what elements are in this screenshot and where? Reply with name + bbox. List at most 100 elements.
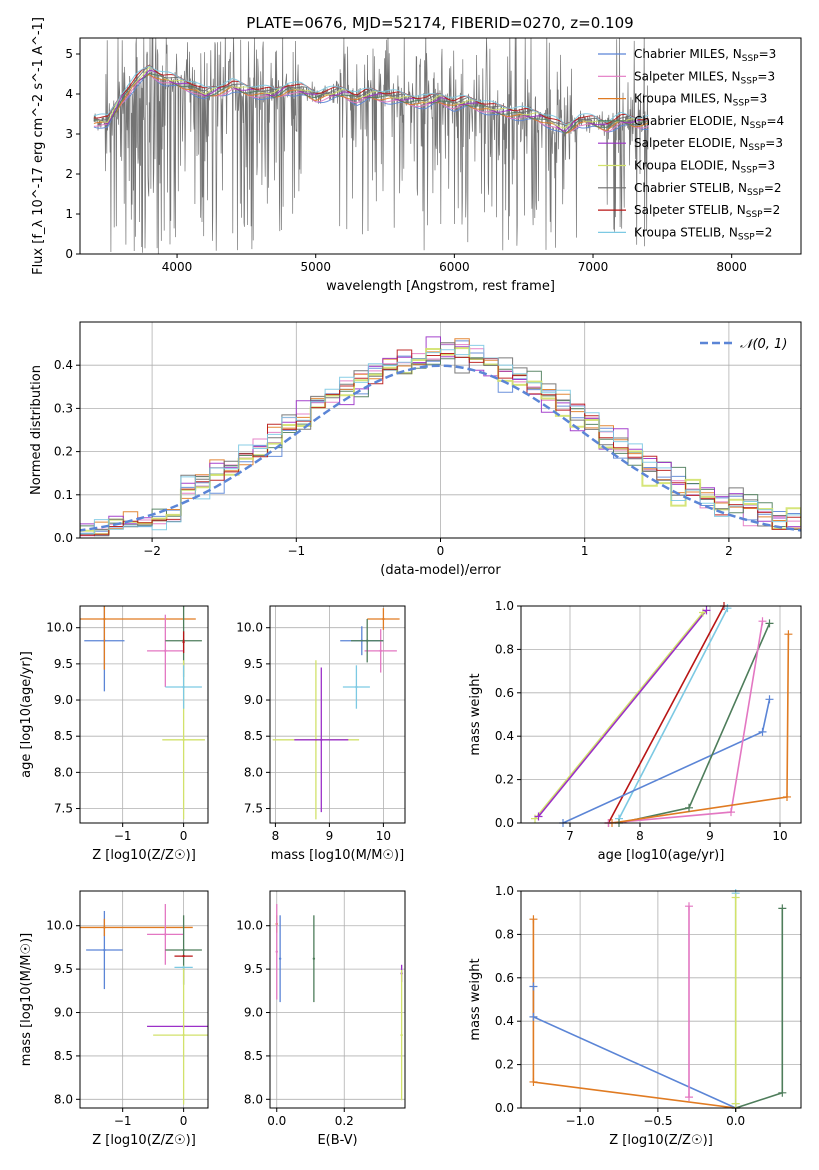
legend-label: Chabrier STELIB, NSSP=2 <box>634 181 782 198</box>
y-tick-label: 9.0 <box>54 693 73 707</box>
y-tick-label: 10.0 <box>236 621 263 635</box>
y-tick-label: 0.3 <box>54 401 73 415</box>
data-point <box>355 685 358 689</box>
gaussian-curve <box>80 364 801 532</box>
weight-marker <box>731 893 740 902</box>
x-axis-label: Z [log10(Z/Z☉)] <box>92 1133 196 1148</box>
data-point <box>182 1033 185 1037</box>
legend-label-value: =3 <box>757 159 775 173</box>
x-tick-label: 0.0 <box>726 1114 745 1128</box>
x-tick-label: −0.5 <box>643 1114 672 1128</box>
y-tick-label: 8.5 <box>244 1049 263 1063</box>
data-point <box>103 617 106 621</box>
plot-area-age_vs_mass <box>272 608 400 820</box>
panel-spectrum: wavelength [Angstrom, rest frame] Flux [f… <box>31 17 802 294</box>
weight-marker <box>723 604 732 613</box>
panel-mass_weight_vs_Z: Z [log10(Z/Z☉)] mass weight −1.0 −0.5 0.0 0.0… <box>468 884 802 1148</box>
x-tick-label: 8000 <box>716 260 747 274</box>
legend-label-main: Salpeter STELIB, N <box>634 203 746 217</box>
axes-frame <box>79 890 209 1109</box>
plot-area-mass_vs_Z <box>80 904 208 1105</box>
y-tick-label: 0.0 <box>495 816 514 830</box>
plot-area-mass_weight_vs_age <box>534 606 790 823</box>
legend-label-main: Kroupa STELIB, N <box>634 225 738 239</box>
y-tick-label: 5 <box>65 47 73 61</box>
plot-area-spectrum <box>93 38 649 254</box>
x-tick-label: 1 <box>581 544 589 558</box>
weight-marker <box>765 619 774 628</box>
legend-label-sub: SSP <box>733 99 750 109</box>
legend-label: Chabrier MILES, NSSP=3 <box>634 47 776 64</box>
data-point <box>320 738 323 742</box>
x-axis-label: Z [log10(Z/Z☉)] <box>92 848 196 863</box>
y-axis-label: mass weight <box>468 958 483 1040</box>
axes-frame <box>79 605 209 824</box>
axes-frame <box>520 890 802 1109</box>
x-tick-label: −1 <box>114 829 132 843</box>
x-axis-label: E(B-V) <box>317 1133 357 1148</box>
y-tick-label: 0.6 <box>495 686 514 700</box>
x-tick-label: 6000 <box>439 260 470 274</box>
x-tick-label: 8 <box>636 829 644 843</box>
x-axis-label: mass [log10(M/M☉)] <box>271 848 404 863</box>
panel-mass_vs_Z: Z [log10(Z/Z☉)] mass [log10(M/M☉)] −1 0 8.0 8… <box>19 890 209 1148</box>
y-tick-label: 8.5 <box>54 729 73 743</box>
data-point <box>278 957 282 960</box>
axes-frame <box>79 37 802 255</box>
weight-marker <box>685 1093 693 1102</box>
weight-marker <box>534 812 543 821</box>
legend-label-value: =4 <box>766 114 784 128</box>
plot-area-mass_vs_ebv <box>275 904 403 1101</box>
weight-marker <box>727 808 735 817</box>
weight-marker <box>529 915 538 924</box>
weight-marker <box>685 803 693 812</box>
y-tick-label: 8.0 <box>54 1092 73 1106</box>
data-point <box>182 738 185 742</box>
legend-label: Kroupa ELODIE, NSSP=3 <box>634 159 775 176</box>
weight-marker <box>783 792 791 801</box>
data-point <box>182 640 185 644</box>
y-tick-label: 0.8 <box>495 642 514 656</box>
weight-line <box>618 607 729 820</box>
y-tick-label: 8.0 <box>54 765 73 779</box>
x-tick-label: 7 <box>566 829 574 843</box>
legend-label: Chabrier ELODIE, NSSP=4 <box>634 114 784 131</box>
weight-line <box>534 611 704 820</box>
data-point <box>275 950 278 953</box>
y-axis-label: Flux [f_λ 10^-17 erg cm^-2 s^-1 A^-1] <box>31 17 46 275</box>
weight-marker <box>529 982 538 991</box>
x-tick-label: 5000 <box>300 260 331 274</box>
x-tick-label: −2 <box>143 544 161 558</box>
x-axis-label: wavelength [Angstrom, rest frame] <box>326 279 555 294</box>
panel-age_vs_mass: mass [log10(M/M☉)] 8 9 10 7.5 8.0 8.5 9.0 9.5 10.… <box>236 605 406 863</box>
legend-label: Kroupa MILES, NSSP=3 <box>634 92 767 109</box>
legend-label: Salpeter STELIB, NSSP=2 <box>634 203 780 220</box>
model-line-salpeter-elodie <box>93 69 649 132</box>
panel-age_vs_Z: Z [log10(Z/Z☉)] age [log10(age/yr)] −1 0 7.5… <box>19 605 209 863</box>
weight-marker <box>529 1012 538 1021</box>
data-point <box>103 926 106 929</box>
x-tick-label: 0.0 <box>267 1114 286 1128</box>
legend-label: 𝒩(0, 1) <box>740 337 787 352</box>
x-tick-label: 2 <box>725 544 733 558</box>
weight-marker <box>529 1077 538 1086</box>
legend-label-value: =2 <box>763 203 781 217</box>
model-line-kroupa-stelib <box>93 65 649 126</box>
x-axis-label: (data-model)/error <box>380 563 501 578</box>
legend-label: Salpeter ELODIE, NSSP=3 <box>634 136 783 153</box>
legend-label-value: =2 <box>764 181 782 195</box>
x-tick-label: −1 <box>287 544 305 558</box>
data-point <box>382 617 385 621</box>
data-point <box>103 948 106 952</box>
x-tick-label: 0 <box>437 544 445 558</box>
legend-label-main: Chabrier ELODIE, N <box>634 114 750 128</box>
plots-group: wavelength [Angstrom, rest frame] Flux [f… <box>19 17 802 1148</box>
y-tick-label: 0.1 <box>54 488 73 502</box>
x-axis-label: age [log10(age/yr)] <box>598 848 725 863</box>
x-tick-label: 0.2 <box>335 1114 354 1128</box>
x-axis-label: Z [log10(Z/Z☉)] <box>609 1133 713 1148</box>
x-tick-label: 9 <box>326 829 334 843</box>
weight-line <box>607 606 725 823</box>
y-tick-label: 0.2 <box>54 445 73 459</box>
